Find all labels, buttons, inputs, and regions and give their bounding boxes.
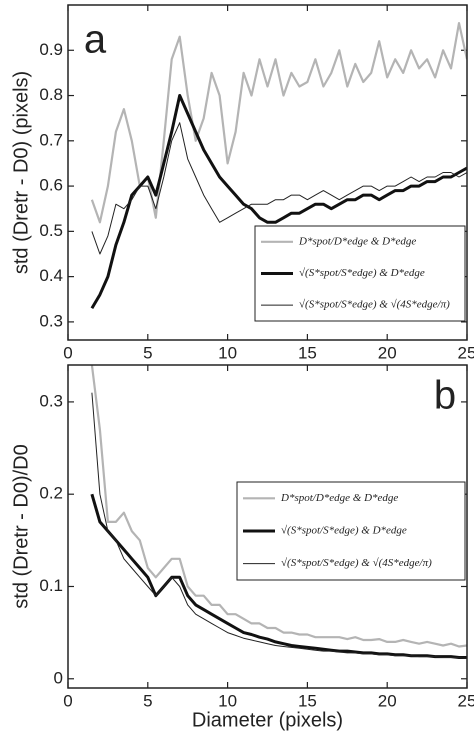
data-line bbox=[90, 493, 467, 659]
y-tick-label: 0.6 bbox=[39, 176, 63, 195]
data-line bbox=[90, 94, 467, 310]
y-axis-label: std (Dretr - D0) (pixels) bbox=[10, 71, 32, 274]
legend-label: D*spot/D*edge & D*edge bbox=[280, 492, 398, 504]
y-axis-label: std (Dretr - D0)/D0 bbox=[10, 444, 32, 608]
legend-label: √(S*spot/S*edge) & √(4S*edge/π) bbox=[299, 299, 450, 311]
data-line bbox=[90, 22, 467, 224]
data-line bbox=[91, 122, 467, 255]
legend-label: √(S*spot/S*edge) & √(4S*edge/π) bbox=[281, 557, 432, 569]
legend-label: √(S*spot/S*edge) & D*edge bbox=[281, 525, 407, 537]
y-tick-label: 0.5 bbox=[39, 221, 63, 240]
y-tick-label: 0.8 bbox=[39, 85, 63, 104]
x-tick-label: 10 bbox=[218, 691, 237, 710]
plot-frame bbox=[67, 4, 468, 341]
x-tick-label: 0 bbox=[63, 691, 72, 710]
x-tick-label: 10 bbox=[218, 343, 237, 362]
x-tick-label: 20 bbox=[378, 691, 397, 710]
x-axis-label: Diameter (pixels) bbox=[192, 709, 343, 731]
plot-frame bbox=[67, 364, 468, 689]
x-tick-label: 5 bbox=[143, 343, 152, 362]
x-tick-label: 5 bbox=[143, 691, 152, 710]
y-tick-label: 0.3 bbox=[39, 391, 63, 410]
y-tick-label: 0.4 bbox=[39, 266, 63, 285]
x-tick-label: 20 bbox=[378, 343, 397, 362]
legend-label: √(S*spot/S*edge) & D*edge bbox=[299, 267, 425, 279]
data-line bbox=[91, 392, 467, 659]
panel-label: b bbox=[434, 374, 456, 418]
y-tick-label: 0.7 bbox=[39, 130, 63, 149]
x-tick-label: 0 bbox=[63, 343, 72, 362]
legend-label: D*spot/D*edge & D*edge bbox=[298, 235, 416, 247]
y-tick-label: 0.1 bbox=[39, 576, 63, 595]
data-line bbox=[90, 365, 467, 648]
x-tick-label: 25 bbox=[458, 343, 474, 362]
panel-label: a bbox=[84, 18, 107, 62]
y-tick-label: 0.3 bbox=[39, 311, 63, 330]
y-tick-label: 0.9 bbox=[39, 40, 63, 59]
y-tick-label: 0.2 bbox=[39, 484, 63, 503]
x-tick-label: 15 bbox=[298, 343, 317, 362]
x-tick-label: 25 bbox=[458, 691, 474, 710]
y-tick-label: 0 bbox=[54, 668, 63, 687]
x-tick-label: 15 bbox=[298, 691, 317, 710]
